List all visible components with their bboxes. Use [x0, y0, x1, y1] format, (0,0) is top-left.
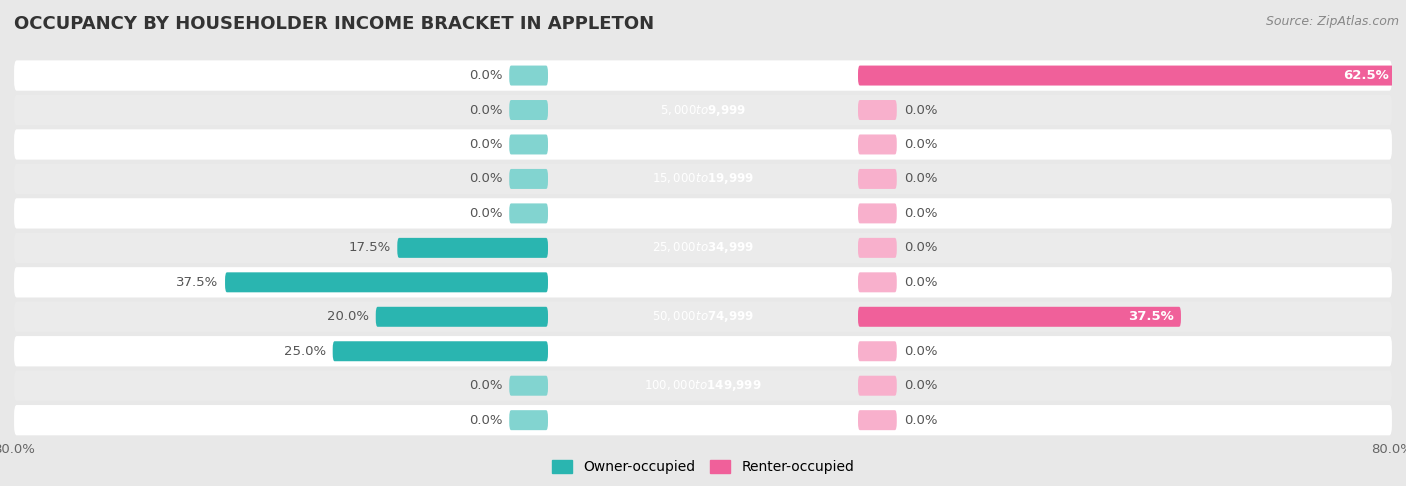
- FancyBboxPatch shape: [14, 164, 1392, 194]
- FancyBboxPatch shape: [858, 376, 897, 396]
- Text: Less than $5,000: Less than $5,000: [647, 69, 759, 82]
- FancyBboxPatch shape: [398, 238, 548, 258]
- Text: 0.0%: 0.0%: [468, 173, 502, 186]
- Text: 0.0%: 0.0%: [904, 414, 938, 427]
- FancyBboxPatch shape: [14, 198, 1392, 228]
- FancyBboxPatch shape: [14, 267, 1392, 297]
- FancyBboxPatch shape: [509, 169, 548, 189]
- FancyBboxPatch shape: [14, 60, 1392, 91]
- Text: $150,000 or more: $150,000 or more: [644, 414, 762, 427]
- Text: $5,000 to $9,999: $5,000 to $9,999: [659, 103, 747, 118]
- FancyBboxPatch shape: [858, 135, 897, 155]
- Text: 0.0%: 0.0%: [904, 173, 938, 186]
- FancyBboxPatch shape: [858, 169, 897, 189]
- Text: $100,000 to $149,999: $100,000 to $149,999: [644, 378, 762, 393]
- FancyBboxPatch shape: [858, 204, 897, 224]
- FancyBboxPatch shape: [375, 307, 548, 327]
- Text: 0.0%: 0.0%: [468, 104, 502, 117]
- Text: 37.5%: 37.5%: [176, 276, 218, 289]
- FancyBboxPatch shape: [14, 370, 1392, 401]
- Text: 0.0%: 0.0%: [904, 379, 938, 392]
- Text: OCCUPANCY BY HOUSEHOLDER INCOME BRACKET IN APPLETON: OCCUPANCY BY HOUSEHOLDER INCOME BRACKET …: [14, 15, 654, 33]
- Text: 0.0%: 0.0%: [904, 242, 938, 254]
- Text: $75,000 to $99,999: $75,000 to $99,999: [652, 344, 754, 359]
- FancyBboxPatch shape: [333, 341, 548, 361]
- FancyBboxPatch shape: [858, 307, 1181, 327]
- Text: 0.0%: 0.0%: [468, 414, 502, 427]
- Text: 37.5%: 37.5%: [1128, 310, 1174, 323]
- FancyBboxPatch shape: [509, 66, 548, 86]
- FancyBboxPatch shape: [858, 66, 1396, 86]
- FancyBboxPatch shape: [14, 405, 1392, 435]
- FancyBboxPatch shape: [14, 95, 1392, 125]
- FancyBboxPatch shape: [509, 410, 548, 430]
- Text: 17.5%: 17.5%: [349, 242, 391, 254]
- FancyBboxPatch shape: [14, 336, 1392, 366]
- Text: 0.0%: 0.0%: [904, 104, 938, 117]
- Text: $15,000 to $19,999: $15,000 to $19,999: [652, 172, 754, 187]
- Legend: Owner-occupied, Renter-occupied: Owner-occupied, Renter-occupied: [546, 454, 860, 480]
- FancyBboxPatch shape: [858, 100, 897, 120]
- FancyBboxPatch shape: [858, 341, 897, 361]
- Text: 0.0%: 0.0%: [904, 138, 938, 151]
- Text: $20,000 to $24,999: $20,000 to $24,999: [652, 206, 754, 221]
- FancyBboxPatch shape: [14, 302, 1392, 332]
- Text: 0.0%: 0.0%: [468, 138, 502, 151]
- Text: 0.0%: 0.0%: [468, 69, 502, 82]
- FancyBboxPatch shape: [858, 272, 897, 292]
- Text: 20.0%: 20.0%: [326, 310, 368, 323]
- FancyBboxPatch shape: [14, 233, 1392, 263]
- Text: 25.0%: 25.0%: [284, 345, 326, 358]
- FancyBboxPatch shape: [14, 129, 1392, 159]
- Text: $50,000 to $74,999: $50,000 to $74,999: [652, 309, 754, 324]
- Text: 62.5%: 62.5%: [1344, 69, 1389, 82]
- Text: $35,000 to $49,999: $35,000 to $49,999: [652, 275, 754, 290]
- Text: 0.0%: 0.0%: [468, 379, 502, 392]
- Text: $25,000 to $34,999: $25,000 to $34,999: [652, 241, 754, 255]
- Text: 0.0%: 0.0%: [468, 207, 502, 220]
- FancyBboxPatch shape: [225, 272, 548, 292]
- Text: 0.0%: 0.0%: [904, 345, 938, 358]
- FancyBboxPatch shape: [509, 204, 548, 224]
- Text: 0.0%: 0.0%: [904, 276, 938, 289]
- Text: Source: ZipAtlas.com: Source: ZipAtlas.com: [1265, 15, 1399, 28]
- FancyBboxPatch shape: [509, 376, 548, 396]
- FancyBboxPatch shape: [858, 238, 897, 258]
- Text: 0.0%: 0.0%: [904, 207, 938, 220]
- FancyBboxPatch shape: [509, 100, 548, 120]
- FancyBboxPatch shape: [858, 410, 897, 430]
- Text: $10,000 to $14,999: $10,000 to $14,999: [652, 137, 754, 152]
- FancyBboxPatch shape: [509, 135, 548, 155]
